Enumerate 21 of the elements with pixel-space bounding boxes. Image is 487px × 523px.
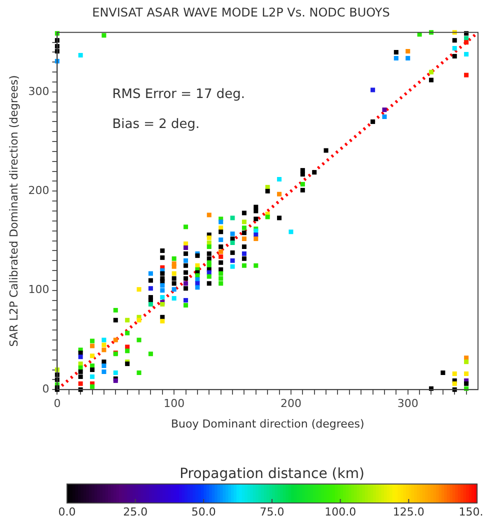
color-bar-label: 25.0 [123, 505, 148, 518]
color-bar-label: 75.0 [260, 505, 284, 518]
annotation: RMS Error = 17 deg. [112, 86, 245, 102]
color-bar-label: 100.0 [324, 505, 356, 518]
y-tick-label: 100 [28, 283, 50, 296]
y-tick-label: 0 [42, 382, 50, 396]
color-bar-label: 125.0 [392, 505, 424, 518]
x-axis-title: Buoy Dominant direction (degrees) [170, 417, 364, 430]
x-tick-label: 200 [280, 397, 302, 410]
x-tick-label: 100 [164, 397, 185, 410]
color-bar-label: 50.0 [191, 505, 216, 518]
x-tick-label: 300 [397, 397, 418, 410]
y-tick-label: 200 [28, 184, 50, 198]
color-bar-title: Propagation distance (km) [180, 466, 364, 482]
annotation: Bias = 2 deg. [112, 116, 200, 132]
y-tick-label: 300 [28, 84, 50, 98]
chart-title: ENVISAT ASAR WAVE MODE L2P Vs. NODC BUOYS [92, 5, 390, 20]
x-tick-label: 0 [54, 397, 61, 410]
y-axis-title: SAR L2P Calibrated Dominant direction (degrees) [7, 75, 20, 347]
color-bar-label: 150. [458, 505, 484, 518]
color-bar-label: 0.0 [58, 505, 76, 518]
